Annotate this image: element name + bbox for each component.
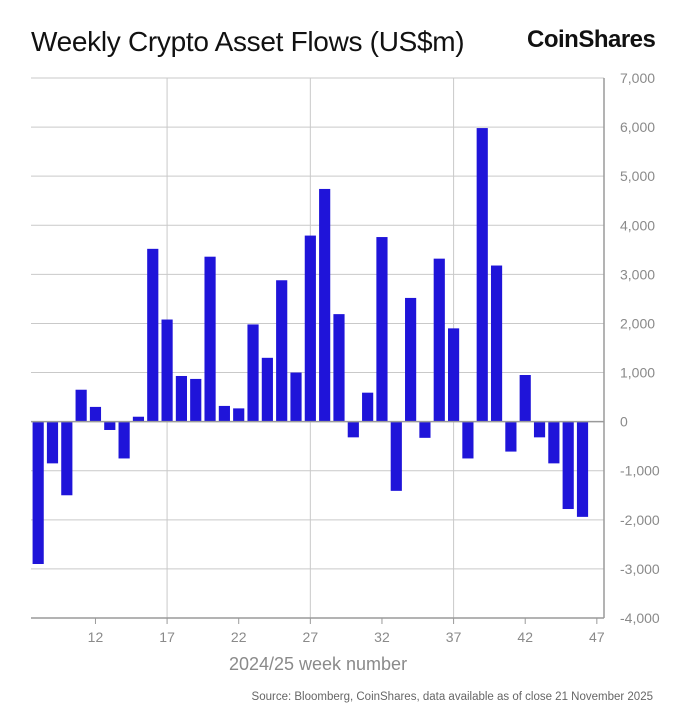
axes: 7,000 6,000 5,000 4,000 3,000 2,000 1,000 0 -1,0… [31,70,660,645]
bar-week-9 [46,421,59,464]
bar-week-31 [362,392,374,422]
grid-lines [31,77,604,619]
bar-week-35 [419,421,431,438]
bar-week-22 [233,408,245,422]
bar-week-42 [519,375,531,422]
x-tick-label: 22 [231,629,247,645]
bar-week-29 [333,314,345,422]
bar-week-14 [118,421,130,459]
y-tick-label: 6,000 [620,119,655,135]
bar-week-21 [218,405,230,422]
y-tick-label: -3,000 [620,561,660,577]
y-tick-label: 0 [620,414,628,430]
bar-week-8 [32,421,44,564]
x-tick-label: 32 [374,629,390,645]
bar-week-40 [490,265,503,422]
bar-week-41 [505,421,517,452]
y-tick-label: -1,000 [620,463,660,479]
y-tick-label: -4,000 [620,610,660,626]
bar-week-10 [61,421,73,496]
bar-week-27 [304,235,316,422]
x-tick-label: 42 [517,629,533,645]
y-tick-label: 2,000 [620,315,655,331]
y-tick-label: 7,000 [620,70,655,86]
bar-week-28 [319,188,331,422]
bar-week-11 [75,389,87,422]
bar-week-13 [104,421,116,430]
bar-week-25 [276,280,288,422]
bar-week-43 [533,421,546,438]
x-tick-label: 12 [88,629,104,645]
bar-week-18 [175,375,187,422]
bar-week-26 [290,372,302,422]
chart-title: Weekly Crypto Asset Flows (US$m) [31,26,465,57]
x-tick-label: 47 [589,629,605,645]
bar-week-19 [190,378,202,422]
bar-week-37 [448,328,460,422]
bar-week-30 [347,421,359,438]
bar-week-45 [562,421,574,510]
bar-week-39 [476,128,488,422]
bar-week-38 [462,421,474,459]
bar-week-12 [89,406,102,422]
y-tick-label: 3,000 [620,266,655,282]
brand-logo: CoinShares [527,26,656,53]
bar-week-16 [147,248,159,422]
bar-week-23 [247,324,259,422]
y-tick-label: -2,000 [620,512,660,528]
bar-week-32 [376,237,388,422]
x-tick-label: 27 [303,629,319,645]
y-tick-label: 5,000 [620,168,655,184]
x-tick-label: 37 [446,629,462,645]
x-tick-label: 17 [159,629,175,645]
bar-week-17 [161,319,173,422]
bar-week-36 [433,258,445,422]
x-axis-label: 2024/25 week number [229,654,407,674]
bar-week-33 [390,421,402,491]
source-note: Source: Bloomberg, CoinShares, data avai… [251,691,653,703]
bar-week-46 [576,421,589,517]
y-tick-label: 4,000 [620,217,655,233]
bars [32,128,589,564]
bar-week-20 [204,256,216,422]
y-tick-label: 1,000 [620,365,655,381]
bar-week-44 [548,421,560,464]
bar-week-34 [405,297,417,422]
bar-week-15 [132,416,145,422]
bar-week-24 [261,357,273,422]
